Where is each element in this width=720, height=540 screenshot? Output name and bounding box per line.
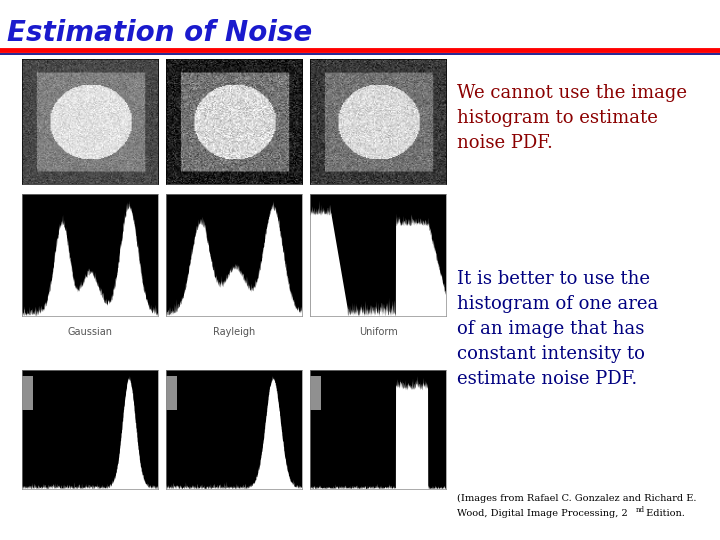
Text: Uniform: Uniform <box>359 327 397 337</box>
Text: Edition.: Edition. <box>643 509 685 518</box>
Text: Gaussian: Gaussian <box>68 327 112 337</box>
Bar <box>310 375 321 409</box>
Text: Rayleigh: Rayleigh <box>213 327 255 337</box>
Text: Wood, Digital Image Processing, 2: Wood, Digital Image Processing, 2 <box>457 509 628 518</box>
Text: (Images from Rafael C. Gonzalez and Richard E.: (Images from Rafael C. Gonzalez and Rich… <box>457 494 697 503</box>
Text: It is better to use the
histogram of one area
of an image that has
constant inte: It is better to use the histogram of one… <box>457 270 659 388</box>
Text: nd: nd <box>636 505 645 514</box>
Text: We cannot use the image
histogram to estimate
noise PDF.: We cannot use the image histogram to est… <box>457 84 687 152</box>
Bar <box>22 375 33 409</box>
Bar <box>166 375 177 409</box>
Text: Estimation of Noise: Estimation of Noise <box>7 19 312 47</box>
